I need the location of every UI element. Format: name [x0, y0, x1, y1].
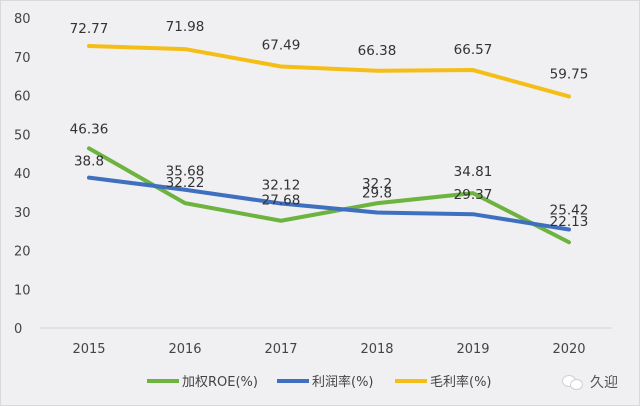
- data-label: 66.38: [358, 43, 397, 59]
- series-line-1: [87, 175, 571, 232]
- x-tick-label: 2017: [264, 342, 297, 357]
- data-label: 25.42: [550, 202, 589, 218]
- y-axis-ticks: 0 10 20 30 40 50 60 70 80: [14, 12, 31, 337]
- data-label: 71.98: [166, 19, 205, 35]
- y-tick-label: 40: [14, 167, 31, 182]
- x-tick-label: 2018: [360, 342, 393, 357]
- data-label: 72.77: [70, 21, 109, 37]
- data-label: 67.49: [262, 37, 301, 53]
- data-labels: 46.36 32.22 27.68 32.2 34.81 22.13 38.8 35.68 32…: [70, 19, 589, 230]
- legend-label: 毛利率(%): [430, 374, 492, 390]
- legend: 加权ROE(%) 利润率(%) 毛利率(%): [147, 374, 492, 390]
- x-tick-label: 2015: [72, 342, 105, 357]
- series-line-0: [87, 146, 571, 245]
- data-label: 29.37: [454, 187, 493, 203]
- data-label: 34.81: [454, 164, 493, 180]
- watermark-text: 久迎: [590, 375, 618, 391]
- watermark: 久迎: [562, 372, 618, 392]
- data-label: 29.8: [362, 186, 392, 202]
- data-label: 22.13: [550, 214, 589, 230]
- data-label: 46.36: [70, 121, 109, 137]
- x-tick-label: 2019: [456, 342, 489, 357]
- data-label: 38.8: [74, 154, 104, 170]
- y-tick-label: 60: [14, 90, 31, 105]
- legend-label: 加权ROE(%): [182, 374, 258, 390]
- data-label: 32.12: [262, 178, 301, 194]
- data-label: 35.68: [166, 164, 205, 180]
- series-line-2: [87, 44, 571, 99]
- y-tick-label: 70: [14, 51, 31, 66]
- y-tick-label: 0: [14, 322, 22, 337]
- y-tick-label: 50: [14, 128, 31, 143]
- data-label: 27.68: [262, 193, 301, 209]
- legend-label: 利润率(%): [312, 374, 374, 390]
- data-label: 32.2: [362, 176, 392, 192]
- wechat-icon: [562, 375, 584, 390]
- x-axis-ticks: 2015 2016 2017 2018 2019 2020: [72, 342, 585, 357]
- x-tick-label: 2016: [168, 342, 201, 357]
- y-tick-label: 80: [14, 12, 31, 27]
- data-label: 66.57: [454, 42, 493, 58]
- x-tick-label: 2020: [552, 342, 585, 357]
- data-label: 32.22: [166, 175, 205, 191]
- y-tick-label: 10: [14, 283, 31, 298]
- data-label: 59.75: [550, 66, 589, 82]
- y-tick-label: 20: [14, 245, 31, 260]
- series-lines: [87, 44, 571, 245]
- y-tick-label: 30: [14, 206, 31, 221]
